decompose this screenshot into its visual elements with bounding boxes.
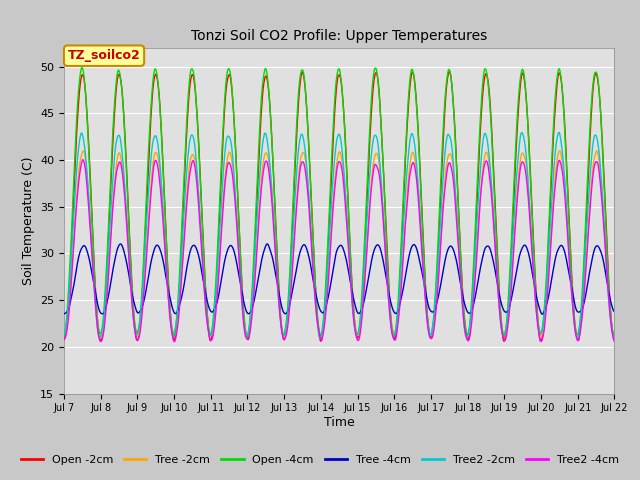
Title: Tonzi Soil CO2 Profile: Upper Temperatures: Tonzi Soil CO2 Profile: Upper Temperatur…: [191, 29, 487, 43]
Legend: Open -2cm, Tree -2cm, Open -4cm, Tree -4cm, Tree2 -2cm, Tree2 -4cm: Open -2cm, Tree -2cm, Open -4cm, Tree -4…: [16, 451, 624, 469]
Y-axis label: Soil Temperature (C): Soil Temperature (C): [22, 156, 35, 285]
Text: TZ_soilco2: TZ_soilco2: [68, 49, 140, 62]
X-axis label: Time: Time: [324, 416, 355, 429]
